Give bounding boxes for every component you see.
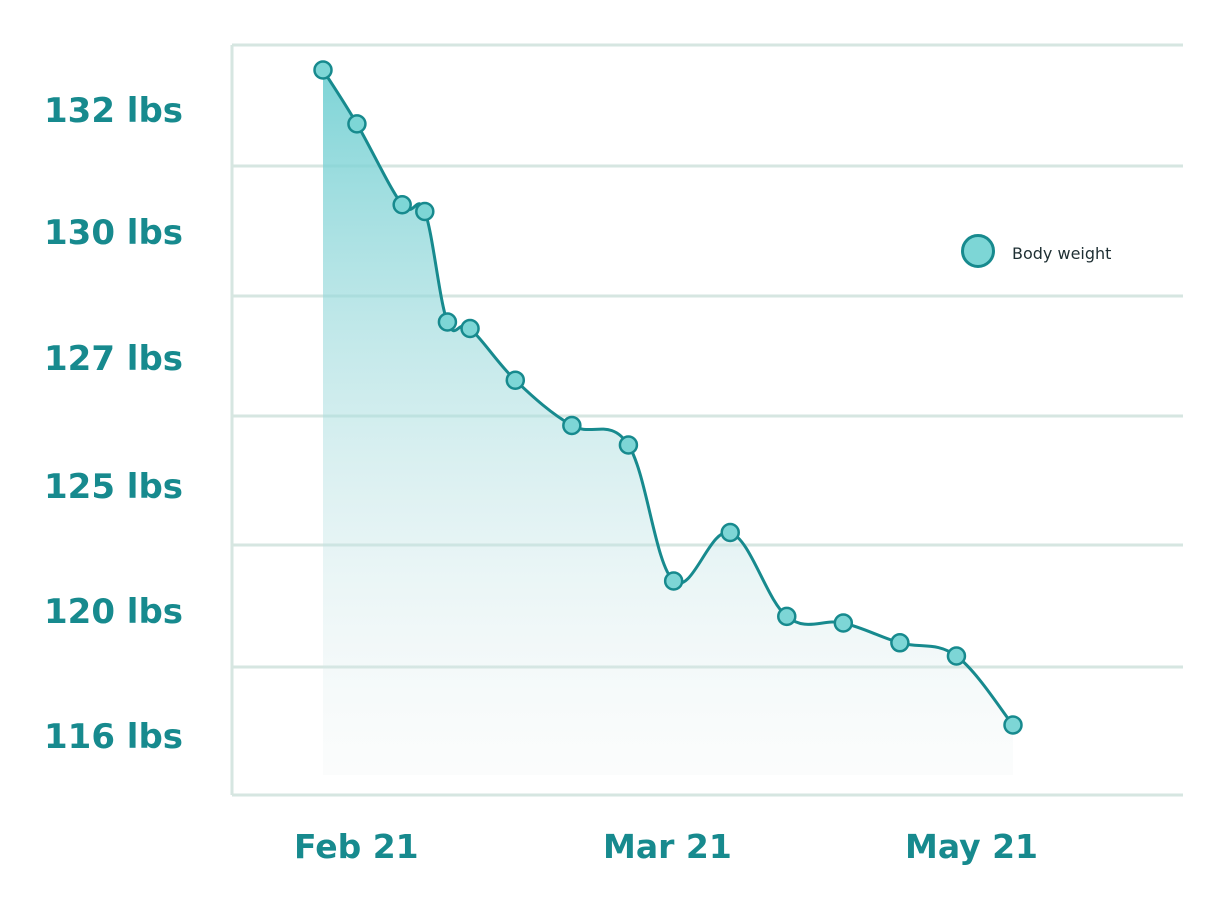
data-point [833,613,854,633]
legend-marker [961,234,995,268]
data-point [347,114,367,134]
data-point [460,318,480,339]
data-point [946,646,967,666]
series-area [323,70,1013,775]
x-tick-label: May 21 [905,827,1039,866]
data-point [415,201,435,222]
data-point [562,415,582,436]
x-tick-label: Feb 21 [294,827,419,866]
legend-label: Body weight [1012,244,1112,263]
y-tick-label: 116 lbs [44,717,184,757]
data-point [505,370,526,390]
data-point [313,60,333,80]
data-point [392,195,412,215]
data-point [1003,715,1023,735]
data-point [663,571,684,591]
data-point [720,522,740,543]
y-tick-label: 120 lbs [44,592,184,632]
y-tick-label: 132 lbs [44,91,184,131]
data-point [618,435,639,455]
x-tick-label: Mar 21 [603,827,732,866]
data-point [777,606,797,627]
data-point [437,312,458,332]
y-tick-label: 130 lbs [44,213,184,253]
data-point [890,633,910,653]
y-tick-label: 125 lbs [44,467,184,507]
y-tick-label: 127 lbs [44,339,184,379]
series-line [321,69,1015,726]
